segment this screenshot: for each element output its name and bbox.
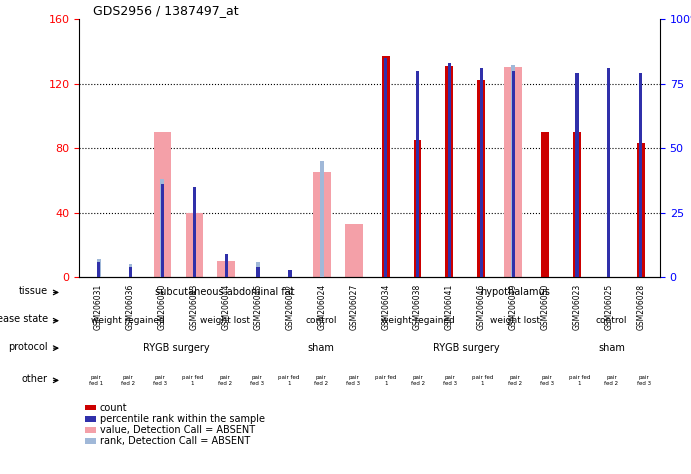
- Bar: [504, 67, 522, 277]
- Bar: [218, 261, 235, 277]
- Text: disease state: disease state: [0, 314, 48, 324]
- Bar: [541, 132, 549, 277]
- Text: count: count: [100, 403, 127, 413]
- Text: protocol: protocol: [8, 342, 48, 352]
- Text: pair fed
1: pair fed 1: [278, 375, 300, 386]
- Text: rank, Detection Call = ABSENT: rank, Detection Call = ABSENT: [100, 437, 250, 447]
- Bar: [573, 132, 581, 277]
- Bar: [414, 140, 422, 277]
- Bar: [85, 416, 96, 422]
- Text: percentile rank within the sample: percentile rank within the sample: [100, 414, 265, 424]
- Bar: [511, 71, 515, 277]
- Text: control: control: [596, 316, 627, 325]
- Text: pair
fed 3: pair fed 3: [636, 375, 651, 386]
- Text: weight lost: weight lost: [490, 316, 540, 325]
- Bar: [576, 73, 578, 277]
- Bar: [85, 438, 96, 444]
- Text: value, Detection Call = ABSENT: value, Detection Call = ABSENT: [100, 425, 255, 435]
- Text: pair
fed 2: pair fed 2: [314, 375, 328, 386]
- Bar: [416, 71, 419, 277]
- Bar: [446, 66, 453, 277]
- Bar: [384, 58, 387, 277]
- Bar: [161, 184, 164, 277]
- Text: pair
fed 3: pair fed 3: [540, 375, 554, 386]
- Text: pair fed
1: pair fed 1: [182, 375, 203, 386]
- Bar: [345, 224, 363, 277]
- Text: pair
fed 3: pair fed 3: [443, 375, 457, 386]
- Bar: [320, 161, 324, 277]
- Bar: [225, 254, 228, 277]
- Bar: [85, 404, 96, 410]
- Bar: [256, 267, 260, 277]
- Bar: [639, 73, 643, 277]
- Bar: [97, 262, 100, 277]
- Bar: [288, 272, 292, 277]
- Text: pair
fed 2: pair fed 2: [411, 375, 425, 386]
- Text: pair
fed 2: pair fed 2: [508, 375, 522, 386]
- Text: pair
fed 2: pair fed 2: [218, 375, 231, 386]
- Text: pair
fed 2: pair fed 2: [605, 375, 618, 386]
- Bar: [511, 65, 515, 277]
- Text: sham: sham: [308, 343, 334, 353]
- Text: pair fed
1: pair fed 1: [569, 375, 590, 386]
- Text: tissue: tissue: [19, 286, 48, 296]
- Text: other: other: [21, 374, 48, 383]
- Text: weight regained: weight regained: [91, 316, 164, 325]
- Bar: [85, 427, 96, 433]
- Text: GDS2956 / 1387497_at: GDS2956 / 1387497_at: [93, 4, 239, 17]
- Bar: [480, 68, 483, 277]
- Text: pair
fed 3: pair fed 3: [249, 375, 264, 386]
- Text: subcutaneous abdominal fat: subcutaneous abdominal fat: [155, 287, 294, 298]
- Bar: [160, 179, 164, 277]
- Text: pair
fed 1: pair fed 1: [88, 375, 103, 386]
- Text: pair fed
1: pair fed 1: [472, 375, 493, 386]
- Bar: [256, 262, 260, 277]
- Bar: [288, 270, 292, 277]
- Text: control: control: [305, 316, 337, 325]
- Bar: [477, 80, 485, 277]
- Bar: [153, 132, 171, 277]
- Bar: [381, 56, 390, 277]
- Bar: [448, 63, 451, 277]
- Bar: [607, 68, 610, 277]
- Bar: [193, 187, 196, 277]
- Text: RYGB surgery: RYGB surgery: [143, 343, 209, 353]
- Text: weight lost: weight lost: [200, 316, 249, 325]
- Bar: [97, 259, 100, 277]
- Text: pair
fed 2: pair fed 2: [121, 375, 135, 386]
- Bar: [129, 264, 133, 277]
- Text: hypothalamus: hypothalamus: [480, 287, 550, 298]
- Text: sham: sham: [598, 343, 625, 353]
- Text: weight regained: weight regained: [381, 316, 455, 325]
- Text: pair fed
1: pair fed 1: [375, 375, 397, 386]
- Bar: [313, 173, 330, 277]
- Bar: [129, 267, 132, 277]
- Text: pair
fed 3: pair fed 3: [346, 375, 361, 386]
- Text: RYGB surgery: RYGB surgery: [433, 343, 500, 353]
- Bar: [637, 143, 645, 277]
- Bar: [185, 213, 203, 277]
- Text: pair
fed 3: pair fed 3: [153, 375, 167, 386]
